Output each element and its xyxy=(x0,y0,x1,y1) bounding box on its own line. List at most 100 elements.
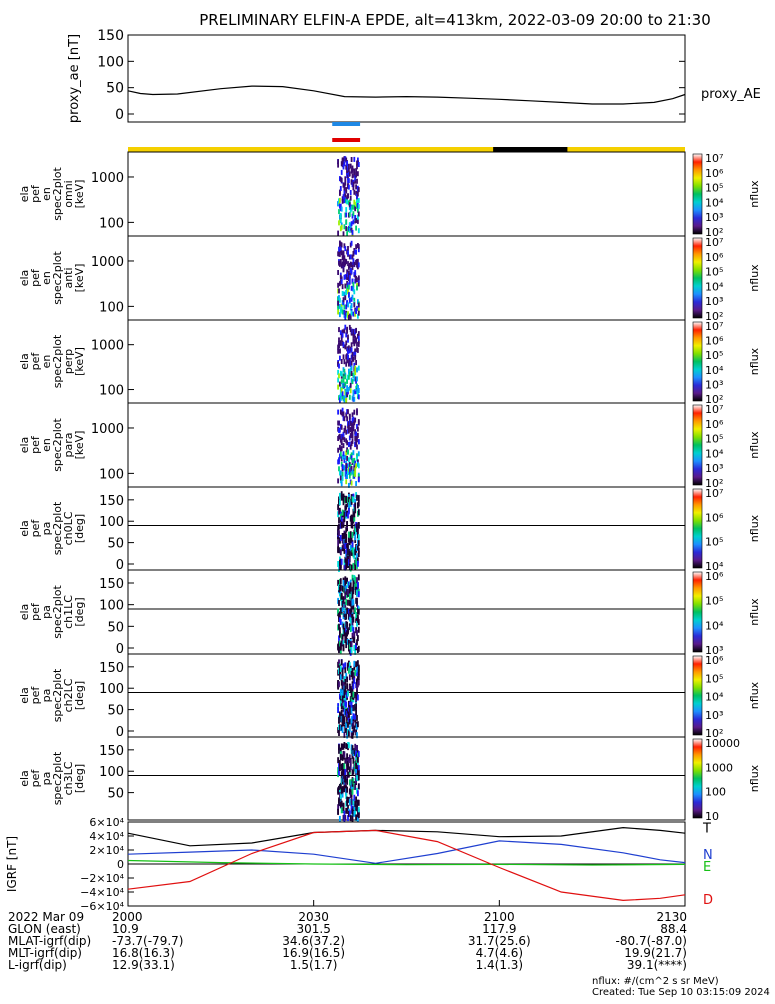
spectrogram-cell xyxy=(343,184,346,190)
spectrogram-cell xyxy=(349,427,352,433)
spectrogram-cell xyxy=(357,385,359,391)
spectrogram-cell xyxy=(357,534,360,541)
colorbar xyxy=(692,237,703,319)
spectrogram-cell xyxy=(345,642,348,649)
spectrogram-cell xyxy=(347,261,349,267)
spectrogram-ylabel-line: pa xyxy=(40,605,53,619)
spectrogram-cell xyxy=(346,732,348,739)
spectrogram-cell xyxy=(348,810,351,817)
spectrogram-cell xyxy=(354,648,357,655)
spectrogram-cell xyxy=(343,310,346,315)
spectrogram-cell xyxy=(351,379,354,385)
spectrogram-cell xyxy=(347,815,349,822)
igrf-legend-label: N xyxy=(703,848,713,863)
spectrogram-cell xyxy=(357,477,360,483)
igrf-ytick-label: −2×10⁴ xyxy=(80,872,124,885)
spectrogram-cell xyxy=(350,455,353,461)
spectrogram-ylabel-line: ela xyxy=(18,520,31,537)
spectrogram-cell xyxy=(348,178,350,184)
spectrogram-cell xyxy=(340,679,343,686)
spectrogram-cell xyxy=(349,190,352,195)
spectrogram-cell xyxy=(339,197,341,203)
spectrogram-cell xyxy=(340,709,343,716)
spectrogram-cell xyxy=(345,793,348,800)
spectrogram-cell xyxy=(347,337,349,343)
spectrogram-cell xyxy=(346,757,348,764)
spectrogram-ylabel-line: [keV] xyxy=(73,180,86,209)
spectrogram-cell xyxy=(349,545,352,552)
spectrogram-ylabel: elapefenspec2plotomni[keV] xyxy=(18,167,86,221)
spectrogram-cell xyxy=(352,416,355,422)
spectrogram-cell xyxy=(346,778,348,785)
spectrogram-cell xyxy=(348,184,350,190)
xaxis-row-value: 39.1(****) xyxy=(627,958,687,972)
spectrogram-cell xyxy=(354,435,357,441)
spectrogram-ylabel-line: [keV] xyxy=(73,264,86,293)
spectrogram-cell xyxy=(341,391,344,397)
spectrogram-cell xyxy=(345,743,348,750)
spectrogram-cell xyxy=(357,218,359,224)
spectrogram-cell xyxy=(351,687,354,694)
spectrogram-cell xyxy=(343,626,346,632)
spectrogram-cell xyxy=(342,164,345,170)
spectrogram-cell xyxy=(341,476,344,482)
spectrogram-cell xyxy=(337,703,339,710)
spectrogram-cell xyxy=(345,479,348,485)
spectrogram-cell xyxy=(340,640,343,647)
spectrogram-cell xyxy=(342,267,345,273)
spectrogram-cell xyxy=(353,302,356,308)
spectrogram-cell xyxy=(357,341,360,347)
spectrogram-cell xyxy=(345,701,348,708)
spectrogram-cell xyxy=(345,563,348,570)
spectrogram-cell xyxy=(346,525,348,532)
spectrogram-cell xyxy=(355,184,357,190)
spectrogram-cell xyxy=(338,523,340,530)
spectrogram-cell xyxy=(348,297,351,303)
spectrogram-cell xyxy=(341,791,344,798)
spectrogram-cell xyxy=(341,407,344,413)
spectrogram-cell xyxy=(338,517,340,524)
spectrogram-cell xyxy=(353,677,356,684)
colorbar-tick-label: 10⁵ xyxy=(705,349,723,362)
spectrogram-cell xyxy=(352,603,355,610)
spectrogram-cell xyxy=(348,284,350,290)
spectrogram-cell xyxy=(338,457,340,463)
spectrogram-cell xyxy=(348,508,350,515)
spectrogram-cell xyxy=(357,721,359,728)
spectrogram-cell xyxy=(341,332,344,338)
spectrogram-cell xyxy=(341,763,344,769)
spectrogram-ylabel-line: en xyxy=(40,187,53,201)
spectrogram-ytick-label: 150 xyxy=(99,577,124,592)
spectrogram-cell xyxy=(345,412,348,418)
spectrogram-cell xyxy=(338,295,340,301)
spectrogram-cell xyxy=(354,178,357,184)
spectrogram-cell xyxy=(353,631,356,638)
spectrogram-cell xyxy=(345,438,348,444)
spectrogram-cell xyxy=(341,537,344,544)
spectrogram-frame xyxy=(127,319,686,404)
spectrogram-cell xyxy=(346,328,348,334)
spectrogram-cell xyxy=(345,807,348,814)
spectrogram-cell xyxy=(354,311,357,317)
spectrogram-cell xyxy=(347,543,349,549)
spectrogram-ylabel-line: spec2plot xyxy=(51,501,64,555)
spectrogram-cell xyxy=(337,707,339,713)
spectrogram-cell xyxy=(351,522,354,529)
spectrogram-cell xyxy=(352,181,355,187)
spectrogram-cell xyxy=(337,369,339,375)
spectrogram-cell xyxy=(350,647,353,654)
spectrogram-cell xyxy=(339,549,342,556)
spectrogram-cell xyxy=(345,557,348,564)
spectrogram-cell xyxy=(344,776,347,783)
spectrogram-cell xyxy=(339,381,341,387)
spectrogram-cell xyxy=(342,663,345,670)
spectrogram-cell xyxy=(352,423,355,429)
spectrogram-cell xyxy=(339,499,341,506)
xaxis-row-value: 2130 xyxy=(656,910,687,924)
spectrogram-ytick-label: 50 xyxy=(107,787,124,802)
spectrogram-cell xyxy=(345,471,348,476)
spectrogram-ytick-label: 100 xyxy=(99,216,124,231)
spectrogram-cell xyxy=(339,564,342,571)
spectrogram-cell xyxy=(346,577,348,584)
spectrogram-cell xyxy=(354,278,357,284)
